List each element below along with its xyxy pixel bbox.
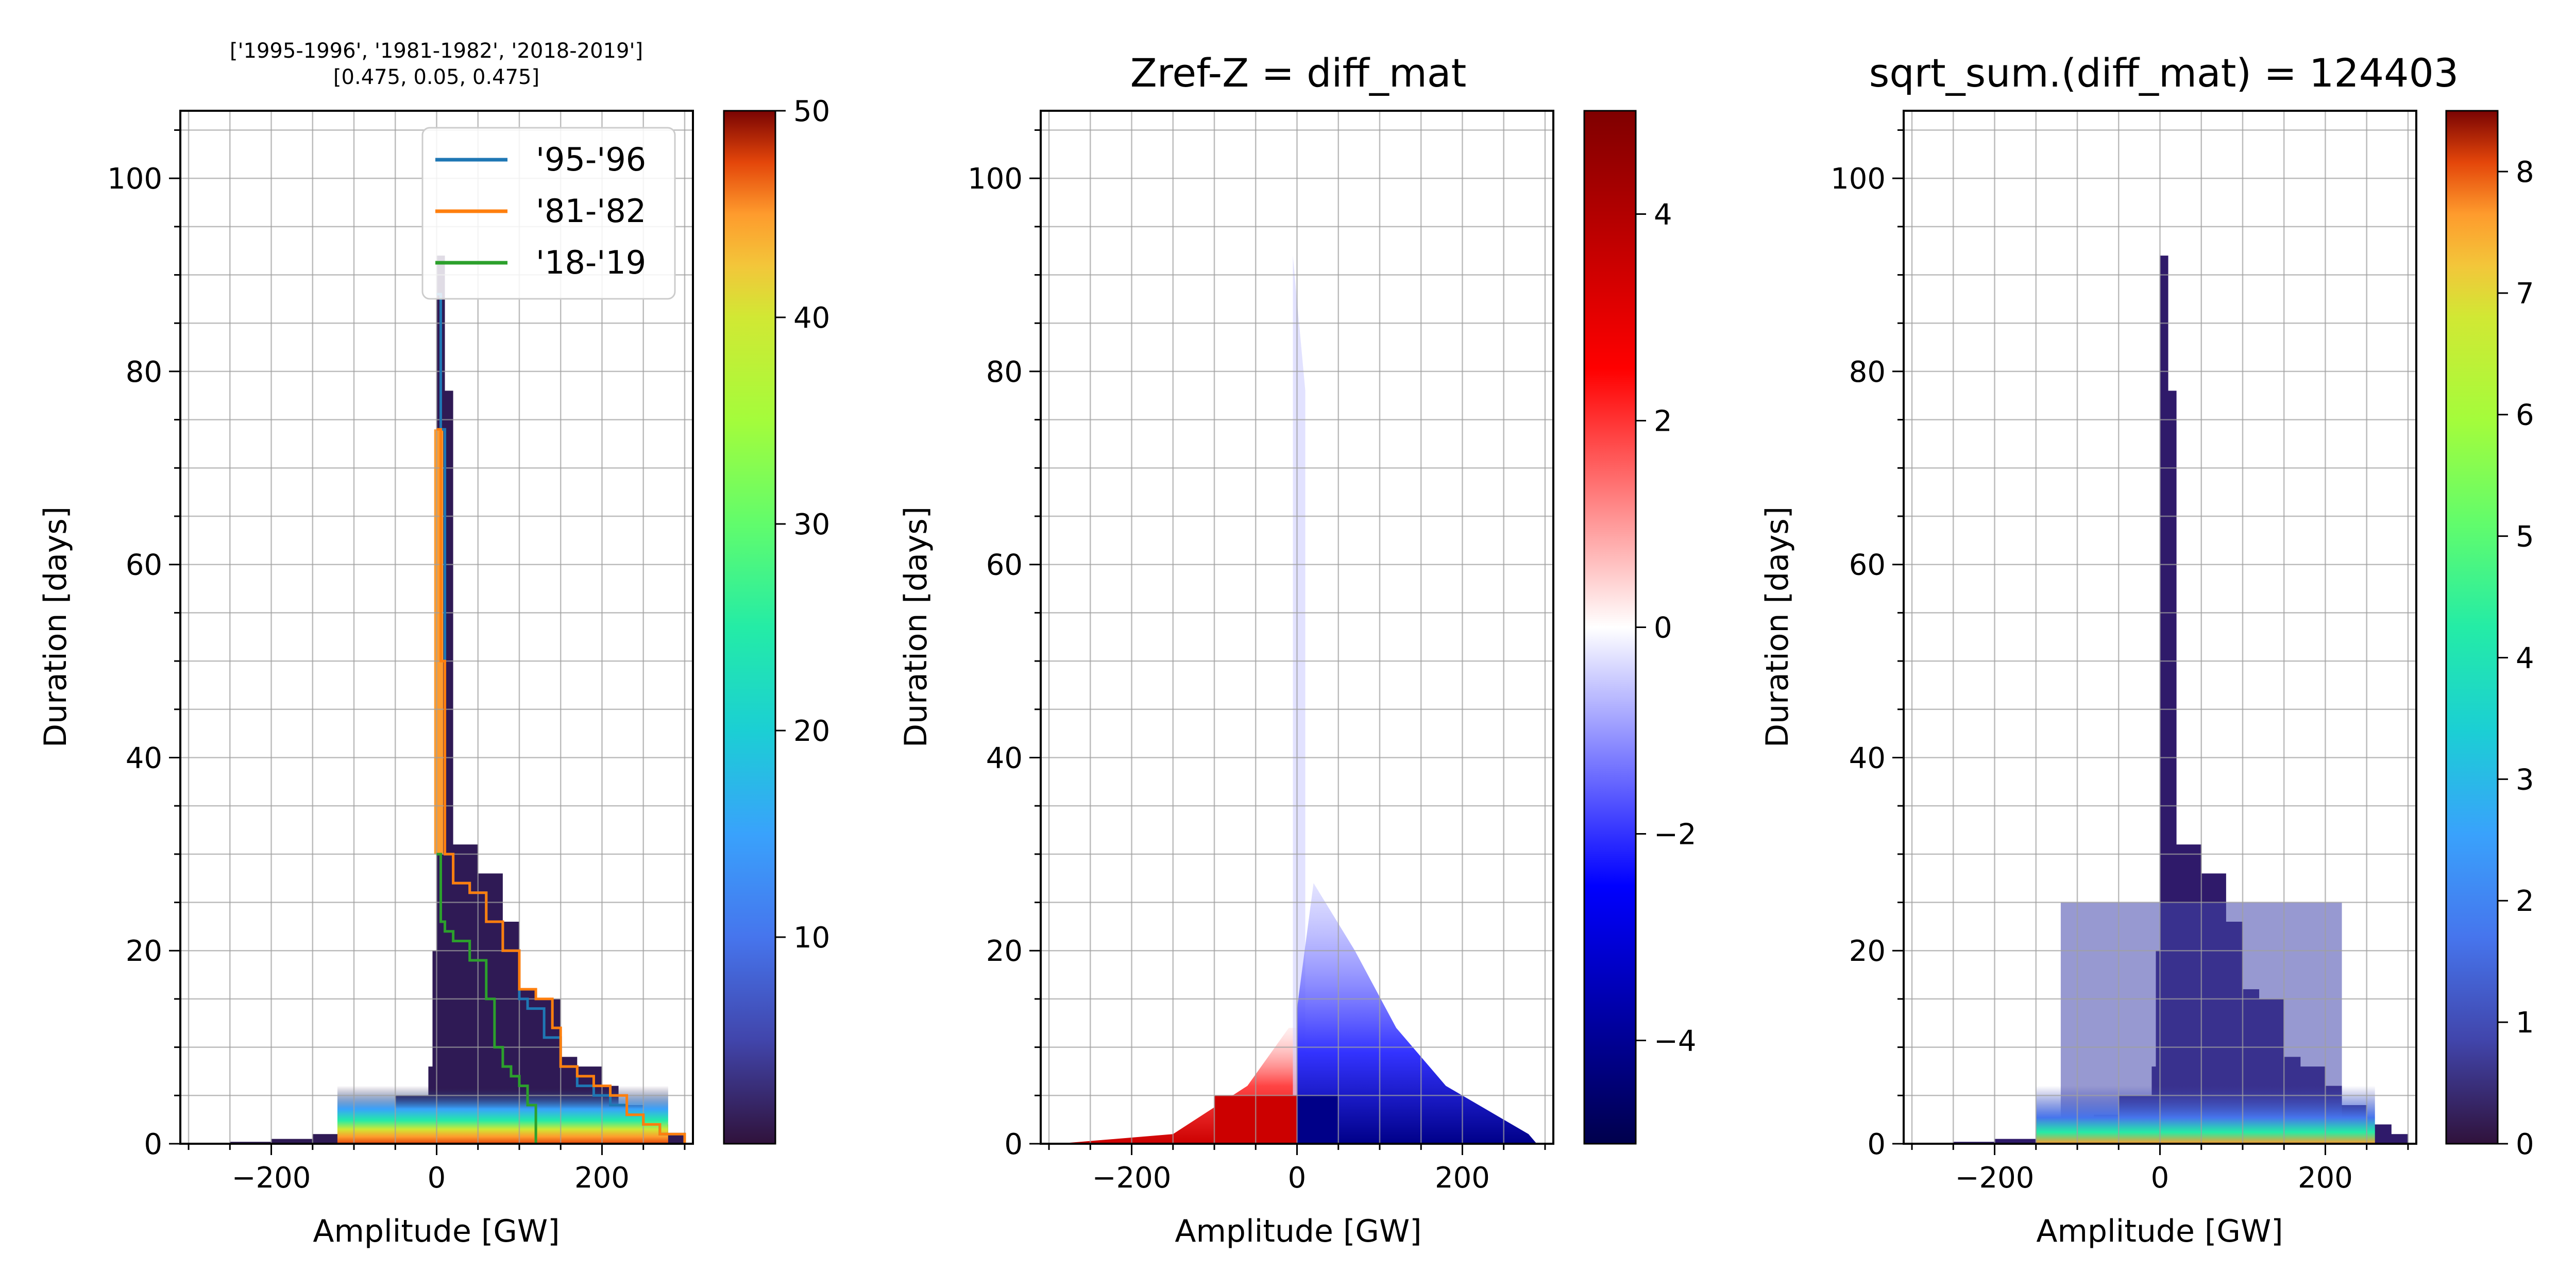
- y-tick-label: 20: [986, 935, 1023, 968]
- series-line: [436, 853, 537, 1144]
- colorbar-tick-label: 50: [793, 95, 830, 128]
- panel-1-title: ['1995-1996', '1981-1982', '2018-2019']: [230, 39, 643, 63]
- y-tick-label: 100: [968, 162, 1023, 196]
- panel-1-colorbar: [723, 110, 776, 1145]
- y-tick-label: 40: [1849, 741, 1886, 775]
- panel-1-xticks: −200 0 200: [188, 1144, 686, 1195]
- strong-positive-block: [1297, 1095, 1338, 1144]
- panel-3-colorbar: [2445, 110, 2499, 1145]
- panel-2-colorbar: [1583, 110, 1637, 1145]
- colorbar-tick-label: 4: [1654, 198, 1672, 232]
- x-tick-label: 0: [2151, 1161, 2170, 1195]
- magnitude-base: [2036, 1086, 2375, 1144]
- colorbar-tick-label: 1: [2516, 1006, 2534, 1040]
- panel-1-subtitle: [0.475, 0.05, 0.475]: [333, 65, 539, 89]
- panel-2-colorbar-ticks: −4 −2 0 2 4: [1636, 198, 1697, 1058]
- colorbar-tick-label: 7: [2516, 277, 2534, 311]
- panel-1-xlabel: Amplitude [GW]: [313, 1213, 560, 1249]
- colorbar-tick-label: 20: [793, 715, 830, 748]
- panel-3-yticks: 0 20 40 60 80 100: [1831, 129, 1904, 1161]
- x-tick-label: −200: [1955, 1161, 2035, 1195]
- colorbar-tick-label: 30: [793, 508, 830, 541]
- y-tick-label: 40: [126, 741, 162, 775]
- legend-label-95-96: '95-'96: [536, 141, 646, 178]
- panel-2-grid: [1041, 111, 1553, 1144]
- panel-3-grid: [1904, 111, 2416, 1144]
- colorbar-tick-label: 0: [2516, 1128, 2534, 1161]
- x-tick-label: 200: [574, 1161, 630, 1195]
- y-tick-label: 80: [986, 355, 1023, 389]
- panel-1-yticks: 0 20 40 60 80 100: [107, 129, 180, 1161]
- panel-1-legend: '95-'96 '81-'82 '18-'19: [421, 127, 676, 300]
- x-tick-label: 0: [428, 1161, 446, 1195]
- panel-1-colorbar-ticks: 10 20 30 40 50: [775, 95, 830, 955]
- colorbar-tick-label: 40: [793, 301, 830, 335]
- series-line: [436, 428, 686, 1144]
- positive-diff-region: [1297, 883, 1537, 1144]
- panel-1: ['1995-1996', '1981-1982', '2018-2019'] …: [38, 39, 830, 1249]
- y-tick-label: 100: [1831, 162, 1886, 196]
- y-tick-label: 80: [1849, 355, 1886, 389]
- legend-label-81-82: '81-'82: [536, 192, 646, 230]
- y-tick-label: 60: [126, 549, 162, 582]
- colorbar-tick-label: 6: [2516, 399, 2534, 432]
- panel-3: sqrt_sum.(diff_mat) = 124403 −200 0 200 02…: [1759, 50, 2534, 1249]
- y-tick-label: 60: [1849, 549, 1886, 582]
- y-tick-label: 100: [107, 162, 162, 196]
- panel-1-ylabel: Duration [days]: [38, 506, 74, 748]
- y-tick-label: 80: [126, 355, 162, 389]
- colorbar-tick-label: 2: [2516, 885, 2534, 918]
- colorbar-tick-label: 10: [793, 921, 830, 955]
- panel-3-xticks: −200 0 200: [1911, 1144, 2409, 1195]
- y-tick-label: 40: [986, 741, 1023, 775]
- panel-2-xticks: −200 0 200: [1048, 1144, 1546, 1195]
- panel-1-series: [436, 293, 686, 1144]
- panel-2-xlabel: Amplitude [GW]: [1175, 1213, 1421, 1249]
- colorbar-tick-label: 8: [2516, 156, 2534, 189]
- y-tick-label: 20: [1849, 935, 1886, 968]
- colorbar-tick-label: 4: [2516, 641, 2534, 675]
- x-tick-label: 200: [1435, 1161, 1490, 1195]
- faint-positive-column: [1293, 256, 1306, 1144]
- legend-label-18-19: '18-'19: [536, 244, 646, 281]
- y-tick-label: 60: [986, 549, 1023, 582]
- panel-3-heatmap-layer: [1920, 256, 2408, 1144]
- panel-2-ylabel: Duration [days]: [898, 506, 934, 748]
- y-tick-label: 0: [144, 1128, 162, 1161]
- colorbar-tick-label: 3: [2516, 763, 2534, 796]
- colorbar-tick-label: 0: [1654, 612, 1672, 645]
- panel-2-yticks: 0 20 40 60 80 100: [968, 129, 1041, 1161]
- x-tick-label: 0: [1288, 1161, 1307, 1195]
- magnitude-envelope: [1920, 256, 2408, 1144]
- legend-box: [421, 127, 676, 300]
- panel-3-xlabel: Amplitude [GW]: [2036, 1213, 2283, 1249]
- colorbar-tick-label: 2: [1654, 405, 1672, 438]
- panel-2-title: Zref-Z = diff_mat: [1130, 50, 1467, 96]
- y-tick-label: 0: [1867, 1128, 1886, 1161]
- colorbar-tick-label: −2: [1654, 818, 1697, 852]
- colorbar-tick-label: −4: [1654, 1025, 1697, 1058]
- y-tick-label: 0: [1004, 1128, 1023, 1161]
- y-tick-label: 20: [126, 935, 162, 968]
- x-tick-label: −200: [1092, 1161, 1172, 1195]
- colorbar-tick-label: 5: [2516, 520, 2534, 554]
- panel-3-title: sqrt_sum.(diff_mat) = 124403: [1869, 50, 2459, 96]
- panel-3-ylabel: Duration [days]: [1759, 506, 1795, 748]
- panel-3-colorbar-ticks: 0 1 2 3 4 5 6 7 8: [2498, 156, 2534, 1161]
- x-tick-label: −200: [232, 1161, 311, 1195]
- panel-2: Zref-Z = diff_mat −200 0 200 020406080100 …: [898, 50, 1697, 1249]
- x-tick-label: 200: [2298, 1161, 2353, 1195]
